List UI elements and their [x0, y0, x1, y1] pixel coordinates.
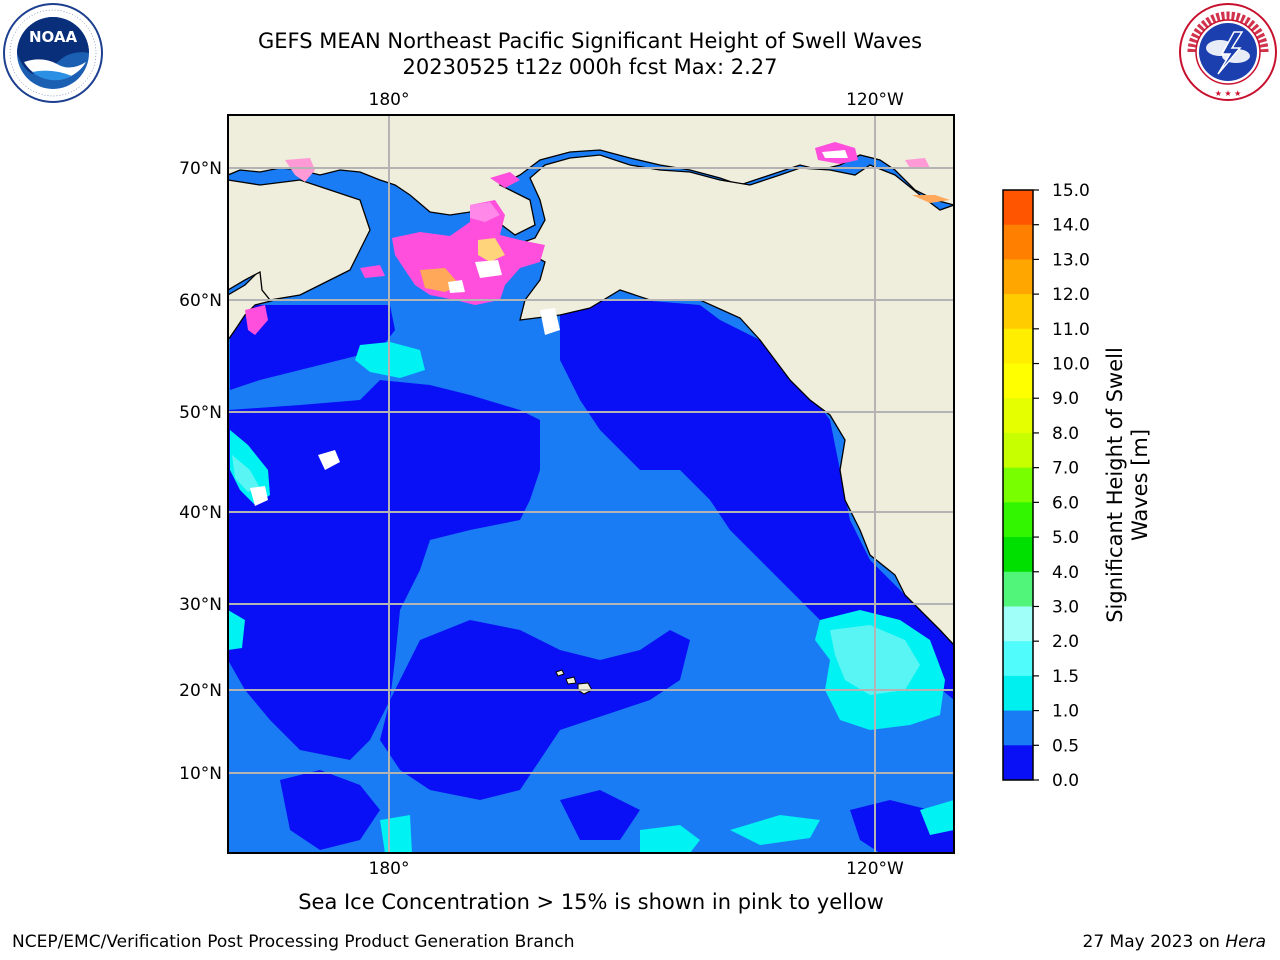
lon-label-top-120w: 120°W	[846, 90, 904, 110]
colorbar-segment	[1003, 467, 1033, 503]
lat-label-40n: 40°N	[179, 503, 222, 523]
colorbar-tick-label: 14.0	[1052, 216, 1090, 236]
colorbar-segment	[1003, 745, 1033, 781]
colorbar-segment	[1003, 641, 1033, 677]
colorbar-segment	[1003, 224, 1033, 260]
colorbar-segment	[1003, 502, 1033, 538]
sea-ice	[245, 142, 950, 335]
chart-title: GEFS MEAN Northeast Pacific Significant …	[257, 29, 923, 53]
chart-subtitle: 20230525 t12z 000h fcst Max: 2.27	[402, 55, 778, 79]
footer-host: Hera	[1225, 932, 1266, 952]
white-patches	[250, 260, 560, 506]
noaa-logo: NOAA	[2, 2, 104, 104]
map-area	[228, 115, 954, 853]
cyan-swell-regions	[228, 342, 954, 853]
colorbar-segment	[1003, 190, 1033, 226]
colorbar-tick-label: 9.0	[1052, 389, 1079, 409]
sea-ice-caption: Sea Ice Concentration > 15% is shown in …	[298, 890, 884, 914]
lat-label-30n: 30°N	[179, 595, 222, 615]
lat-label-10n: 10°N	[179, 764, 222, 784]
colorbar-segment	[1003, 606, 1033, 642]
colorbar-segment	[1003, 432, 1033, 469]
colorbar-tick-label: 2.0	[1052, 632, 1079, 652]
lat-label-60n: 60°N	[179, 291, 222, 311]
graticule	[228, 115, 954, 853]
low-swell-regions	[228, 300, 954, 853]
lon-label-bottom-120w: 120°W	[846, 859, 904, 879]
colorbar-segment	[1003, 710, 1033, 746]
lon-label-top-180: 180°	[369, 90, 410, 110]
light-cyan-regions	[232, 455, 920, 695]
land	[228, 115, 954, 646]
hawaii-islands	[555, 669, 593, 695]
colorbar: 15.0 14.0 13.0 12.0 11.0 10.0 9.0 8.0 7.0 6.0 5.0 4…	[1002, 181, 1090, 791]
colorbar-segment	[1003, 398, 1033, 434]
footer-date: 27 May 2023 on Hera	[1082, 932, 1267, 952]
lon-label-bottom-180: 180°	[369, 859, 410, 879]
colorbar-tick-label: 0.5	[1052, 736, 1079, 756]
ocean-base	[228, 115, 954, 853]
colorbar-title: Significant Height of Swell Waves [m]	[1103, 347, 1152, 623]
lat-label-70n: 70°N	[179, 159, 222, 179]
colorbar-segment	[1003, 328, 1033, 365]
colorbar-tick-label: 8.0	[1052, 424, 1079, 444]
colorbar-tick-label: 5.0	[1052, 528, 1079, 548]
colorbar-tick-label: 11.0	[1052, 320, 1090, 340]
colorbar-tick-label: 4.0	[1052, 563, 1079, 583]
colorbar-tick-label: 7.0	[1052, 459, 1079, 479]
colorbar-tick-label: 0.0	[1052, 771, 1079, 791]
colorbar-segment	[1003, 571, 1033, 607]
colorbar-tick-label: 6.0	[1052, 493, 1079, 513]
colorbar-tick-label: 1.5	[1052, 667, 1079, 687]
noaa-logo-text: NOAA	[29, 28, 78, 46]
svg-text:★ ★ ★: ★ ★ ★	[1215, 89, 1242, 98]
colorbar-tick-label: 1.0	[1052, 702, 1079, 722]
colorbar-segment	[1003, 259, 1033, 295]
footer-branch: NCEP/EMC/Verification Post Processing Pr…	[12, 932, 575, 952]
colorbar-segment	[1003, 537, 1033, 573]
colorbar-frame	[1002, 189, 1034, 781]
colorbar-segment	[1003, 675, 1033, 712]
lat-label-20n: 20°N	[179, 681, 222, 701]
nws-logo: ★ ★ ★	[1178, 2, 1278, 102]
colorbar-segment	[1003, 363, 1033, 399]
colorbar-tick-label: 3.0	[1052, 597, 1079, 617]
map-frame	[227, 114, 955, 854]
colorbar-tick-label: 12.0	[1052, 285, 1090, 305]
colorbar-tick-label: 13.0	[1052, 250, 1090, 270]
colorbar-segment	[1003, 294, 1033, 330]
colorbar-tick-label: 10.0	[1052, 355, 1090, 375]
colorbar-tick-label: 15.0	[1052, 181, 1090, 201]
lat-label-50n: 50°N	[179, 403, 222, 423]
